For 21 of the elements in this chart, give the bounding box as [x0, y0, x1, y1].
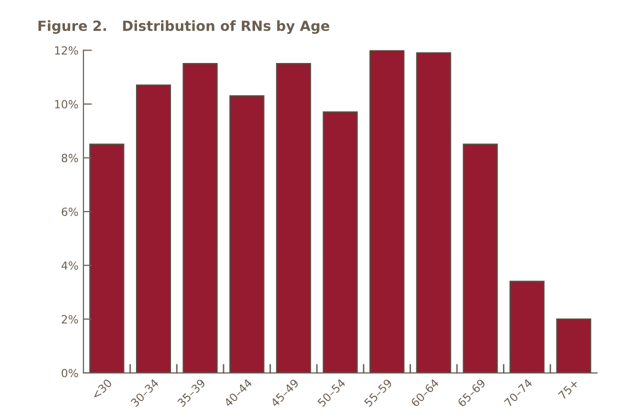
- y-tick-label: 10%: [55, 100, 78, 108]
- x-tick-label: 75+: [558, 378, 579, 400]
- bar: [89, 144, 124, 373]
- bar: [510, 280, 545, 373]
- y-tick-label: 8%: [62, 154, 78, 162]
- x-tick-label: <30: [91, 378, 112, 400]
- y-tick-label: 12%: [55, 46, 78, 55]
- bar: [182, 63, 218, 373]
- bar: [136, 84, 171, 373]
- y-tick-label: 6%: [62, 208, 78, 216]
- y-tick-label: 2%: [62, 315, 78, 324]
- bar: [462, 144, 498, 373]
- y-tick-label: 0%: [62, 368, 78, 378]
- bar: [322, 111, 358, 373]
- bar: [416, 52, 452, 373]
- bar: [276, 63, 312, 373]
- bar: [369, 50, 404, 373]
- y-tick-label: 4%: [62, 261, 78, 270]
- chart-title: Figure 2. Distribution of RNs by Age: [38, 20, 330, 34]
- bar: [229, 95, 264, 373]
- bar: [556, 318, 592, 373]
